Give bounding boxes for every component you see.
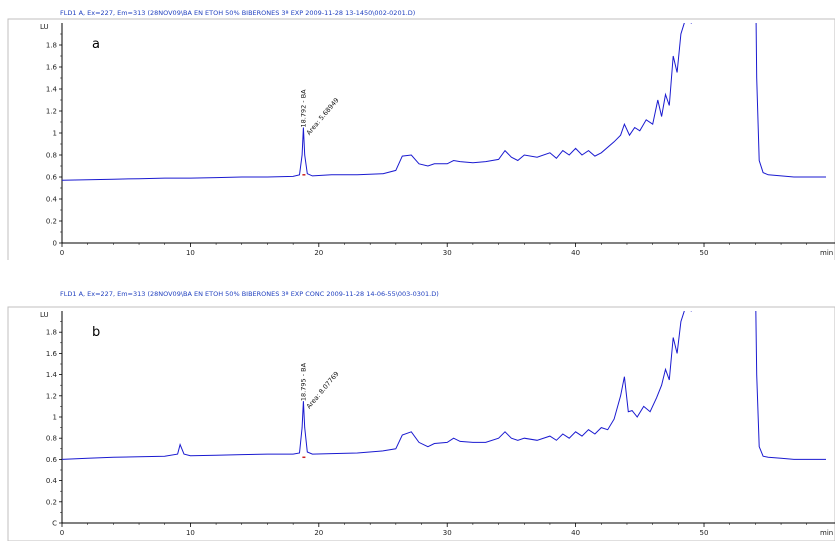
chart-a-ytick-label: 0.6 — [46, 174, 58, 182]
chart-b-xtick-label: 50 — [700, 529, 709, 537]
chart-a-xtick-label: 40 — [571, 249, 580, 257]
chart-b-xtick-label: 20 — [314, 529, 323, 537]
chart-b-ytick-label: 0.8 — [46, 435, 57, 443]
chart-b-panel-letter: b — [92, 325, 100, 340]
chart-a-ytick-label: 1.2 — [46, 108, 57, 116]
chart-b-xtick-label: 40 — [571, 529, 580, 537]
chart-b-ytick-label: 1 — [53, 414, 57, 422]
chart-a-peak-retention-label: 18.792 - BA — [299, 89, 307, 128]
chart-b-ytick-label: 1.2 — [46, 392, 57, 400]
chart-a-ytick-label: 0.2 — [46, 218, 57, 226]
chart-b-ytick-label: 0.4 — [46, 477, 58, 485]
chart-a-xtick-label: 50 — [700, 249, 709, 257]
chart-a-xlabel: min — [820, 249, 833, 257]
chart-b-ytick-label: 0.2 — [46, 498, 57, 506]
chart-b-xtick-label: 0 — [60, 529, 64, 537]
chart-a-ytick-label: 1.6 — [46, 64, 58, 72]
chart-a-xtick-label: 10 — [186, 249, 195, 257]
chart-a-ytick-label: 0.8 — [46, 152, 57, 160]
chart-a-xtick-label: 20 — [314, 249, 323, 257]
chart-a-panel-letter: a — [92, 37, 100, 52]
chart-b-trace-line — [62, 311, 826, 460]
chart-a-frame — [7, 18, 835, 260]
chart-a-title: FLD1 A, Ex=227, Em=313 (28NOV09\BA EN ET… — [60, 9, 416, 17]
chart-b-ytick-label: 0.6 — [46, 456, 58, 464]
chart-b-xtick-label: 30 — [443, 529, 452, 537]
chart-a-ytick-label: 0 — [53, 240, 57, 248]
chart-a-ytick-label: 1.4 — [46, 86, 58, 94]
chart-b-ytick-label: C — [52, 520, 57, 528]
chart-b-ytick-label: 1.8 — [46, 329, 57, 337]
chart-a-xtick-label: 30 — [443, 249, 452, 257]
chart-b-frame — [7, 306, 835, 541]
chart-a-trace-line — [62, 23, 826, 181]
chart-a-svg: 0 0.2 0.4 0.6 0.8 1 1.2 1.4 1.6 1.8 LU 0 10 20 30 40 50 m… — [7, 18, 835, 260]
chart-a-ytick-label: 1 — [53, 130, 57, 138]
chart-b-ytick-label: 1.4 — [46, 371, 58, 379]
chart-a-ytick-label: 1.8 — [46, 42, 57, 50]
chart-b-xtick-label: 10 — [186, 529, 195, 537]
chart-a-ytick-label: 0.4 — [46, 196, 58, 204]
chart-a-xtick-label: 0 — [60, 249, 64, 257]
chart-b-peak-retention-label: 18.795 - BA — [299, 362, 307, 401]
chart-b-ylabel: LU — [40, 311, 49, 319]
chart-b-title: FLD1 A, Ex=227, Em=313 (28NOV09\BA EN ET… — [60, 290, 439, 298]
chart-b-xlabel: min — [820, 529, 833, 537]
chart-b-ytick-label: 1.6 — [46, 350, 58, 358]
chart-a-ylabel: LU — [40, 23, 49, 31]
